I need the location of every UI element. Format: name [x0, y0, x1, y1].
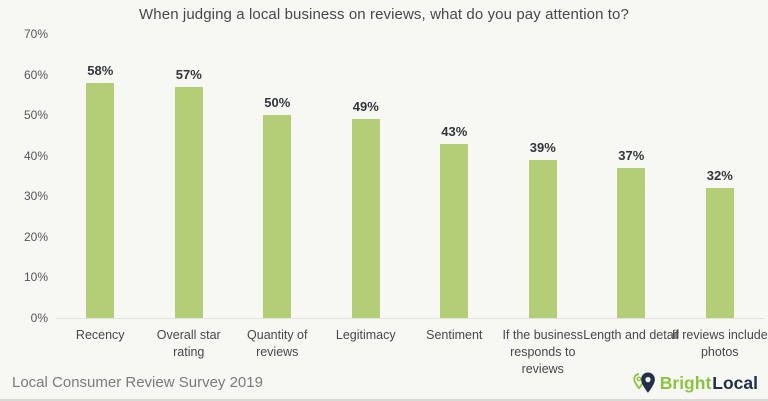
y-axis-tick-label: 60% [23, 67, 48, 82]
bar [705, 188, 734, 318]
y-axis-tick-label: 0% [30, 311, 48, 325]
bar [440, 143, 469, 318]
y-axis-tick-label: 10% [23, 270, 48, 285]
y-axis-tick-label: 40% [23, 148, 48, 163]
bar-value-label: 37% [618, 147, 645, 163]
bar-value-label: 57% [175, 66, 202, 82]
bar-value-label: 58% [87, 62, 114, 78]
bar [528, 159, 557, 318]
bar-value-label: 39% [529, 139, 556, 155]
chart-title: When judging a local business on reviews… [139, 6, 629, 23]
bar [617, 167, 646, 318]
y-axis-tick-label: 70% [23, 27, 48, 41]
x-axis-category-label: If the business responds to reviews [502, 328, 584, 376]
bar [351, 119, 380, 318]
brightlocal-logo: Bright Local [631, 371, 758, 396]
x-axis-category-label: Recency [75, 328, 125, 342]
x-axis-category-label: Overall star rating [156, 328, 221, 359]
logo-text-bright: Bright [659, 373, 712, 393]
x-axis-category-label: Legitimacy [335, 328, 396, 342]
map-pin-icon [633, 372, 655, 393]
logo-text-local: Local [712, 373, 758, 393]
bar [263, 115, 292, 318]
x-axis-category-label: Sentiment [426, 328, 483, 342]
bar-value-label: 43% [441, 123, 468, 139]
x-axis-category-label: If reviews include photos [671, 328, 768, 359]
bar [174, 86, 203, 318]
y-axis-tick-label: 20% [23, 229, 48, 244]
bottom-divider [0, 399, 768, 401]
y-axis-tick-label: 30% [23, 189, 48, 204]
bar-value-label: 49% [352, 99, 379, 115]
bar-value-label: 32% [706, 168, 733, 184]
bar [86, 82, 115, 318]
bar-value-label: 50% [264, 95, 291, 111]
y-axis-tick-label: 50% [23, 108, 48, 123]
x-axis-category-label: Quantity of reviews [247, 328, 308, 359]
footer: Local Consumer Review Survey 2019 Bright… [0, 369, 768, 399]
x-axis-category-label: Length and detail [583, 328, 680, 342]
source-label: Local Consumer Review Survey 2019 [12, 374, 263, 391]
x-axis-line [56, 318, 764, 319]
